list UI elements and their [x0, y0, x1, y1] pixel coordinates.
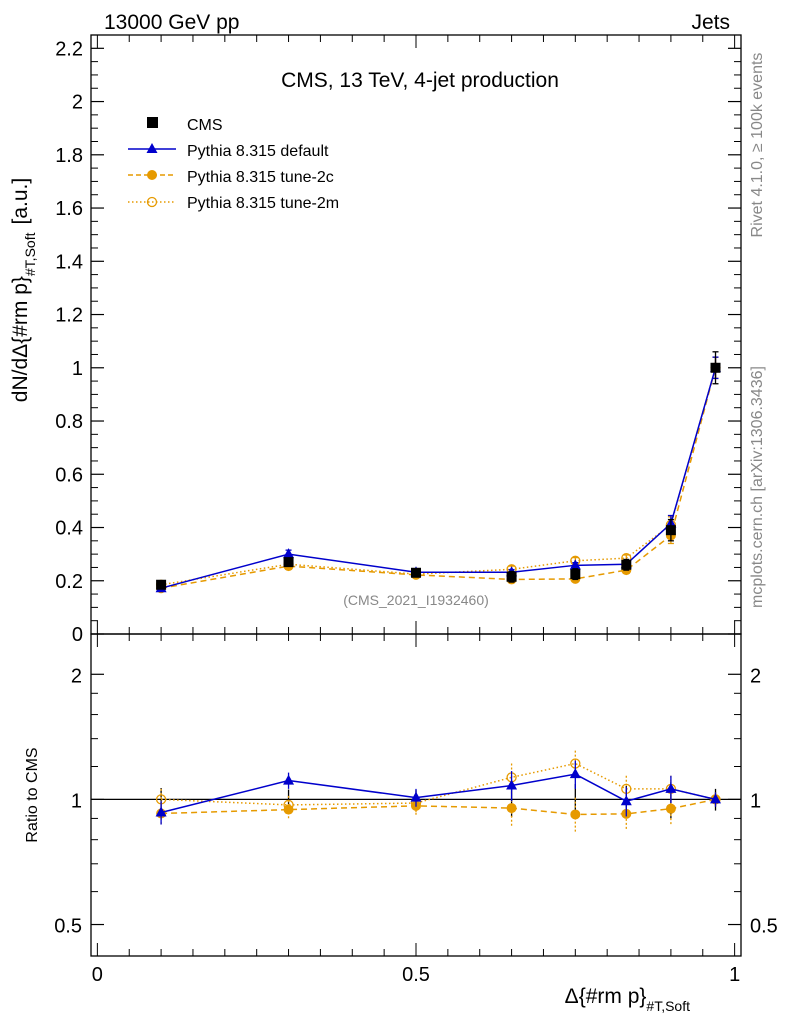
y-label-unit: [a.u.]	[9, 178, 32, 225]
main-series-line-default	[160, 367, 717, 589]
main-y-tick-label: 2.2	[55, 38, 83, 60]
main-y-tick-label: 2	[72, 92, 83, 114]
ratio-plot-area	[91, 750, 741, 834]
main-plot-area	[155, 351, 722, 594]
ratio-series-line-tune2m	[161, 762, 716, 806]
watermark-label: (CMS_2021_I1932460)	[343, 592, 489, 608]
main-y-tick-label: 0.2	[55, 571, 83, 593]
main-point-cms	[621, 559, 632, 570]
ratio-y-axis-label: Ratio to CMS	[24, 747, 41, 842]
ratio-point-tune2c	[665, 803, 676, 814]
legend-default-label: Pythia 8.315 default	[187, 143, 329, 160]
legend-tune2c-marker	[147, 170, 157, 180]
ratio-point-default	[620, 795, 632, 806]
ratio-y-tick-label: 1	[71, 790, 82, 812]
ratio-point-default	[410, 791, 422, 802]
main-y-tick-label: 1.2	[55, 305, 83, 327]
header-left: 13000 GeV pp	[104, 11, 239, 34]
main-y-tick-label: 1.4	[55, 251, 83, 273]
main-point-cms	[506, 571, 517, 582]
x-tick-label: 1	[729, 964, 740, 986]
main-y-tick-label: 0.6	[55, 464, 83, 486]
main-point-cms	[665, 525, 676, 536]
main-y-tick-label: 0	[72, 624, 83, 646]
header-right: Jets	[691, 11, 730, 34]
main-y-tick-label: 1.6	[55, 198, 83, 220]
ratio-point-tune2c	[570, 809, 581, 820]
main-point-cms	[570, 569, 581, 580]
y-label-sub: #T,Soft	[22, 232, 38, 276]
ratio-y-tick-label-right: 2	[750, 665, 761, 687]
ratio-y-tick-label-right: 1	[750, 790, 761, 812]
main-series-line-tune2c	[160, 367, 717, 589]
svg-text:dN/dΔ{#rm p}#T,Soft[a.u.]: dN/dΔ{#rm p}#T,Soft [a.u.]	[9, 178, 38, 402]
rivet-label: Rivet 4.1.0, ≥ 100k events	[749, 53, 766, 238]
main-series-line-tune2m	[160, 367, 717, 586]
ratio-point-default	[155, 806, 167, 817]
chart-title: CMS, 13 TeV, 4-jet production	[281, 69, 559, 92]
main-y-tick-label: 1.8	[55, 145, 83, 167]
ratio-y-tick-label: 2	[71, 665, 82, 687]
main-point-default	[283, 548, 295, 559]
mcplots-label: mcplots.cern.ch [arXiv:1306.3436]	[749, 366, 766, 608]
ratio-series-line-default	[160, 773, 716, 814]
main-y-ticks: 0 0.2 0.4 0.6 0.8 1 1.2 1.4 1.6 1.8 2 2.2	[55, 35, 741, 646]
ratio-y-tick-label: 0.5	[54, 916, 82, 938]
legend-tune2m-marker	[146, 196, 158, 208]
main-y-tick-label: 1	[72, 358, 83, 380]
ratio-point-default	[710, 793, 722, 804]
ratio-point-default	[506, 779, 518, 790]
ratio-point-default	[569, 768, 581, 779]
main-y-tick-label: 0.4	[55, 518, 83, 540]
x-axis-label: Δ{#rm p}#T,Soft	[565, 985, 690, 1014]
main-point-cms	[710, 362, 721, 373]
legend-tune2m-label: Pythia 8.315 tune-2m	[187, 195, 339, 212]
legend: CMS Pythia 8.315 default Pythia 8.315 tu…	[128, 117, 339, 212]
x-tick-label: 0	[92, 964, 103, 986]
legend-default-marker	[146, 143, 158, 153]
ratio-series-line-tune2c	[161, 798, 716, 816]
ratio-y-tick-label-right: 0.5	[750, 916, 778, 938]
legend-cms-label: CMS	[187, 117, 223, 134]
ratio-point-tune2c	[283, 804, 294, 815]
main-point-default	[569, 559, 581, 570]
x-label-main: Δ{#rm p}	[565, 985, 647, 1008]
legend-cms-marker	[147, 117, 158, 128]
x-label-sub: #T,Soft	[646, 998, 690, 1014]
main-y-axis-label: dN/dΔ{#rm p}#T,Soft [a.u.]	[9, 178, 38, 402]
main-point-cms	[411, 567, 421, 578]
ratio-point-default	[283, 774, 295, 785]
ratio-point-default	[665, 782, 677, 793]
x-tick-label: 0.5	[402, 964, 430, 986]
ratio-point-tune2c	[506, 803, 517, 814]
main-point-cms	[283, 557, 294, 568]
main-point-cms	[156, 579, 167, 590]
y-label-main: dN/dΔ{#rm p}	[9, 276, 32, 402]
legend-tune2c-label: Pythia 8.315 tune-2c	[187, 169, 334, 186]
ratio-ticks: 0.5 0.5 1 1 2 2 0 0.5 1	[54, 634, 778, 986]
main-y-tick-label: 0.8	[55, 411, 83, 433]
